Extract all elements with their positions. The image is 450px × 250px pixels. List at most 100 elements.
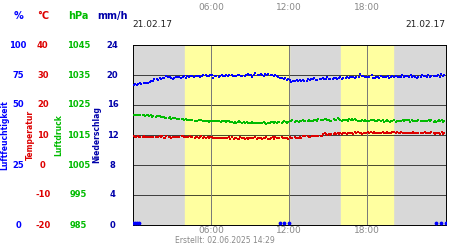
Point	[239, 136, 246, 140]
Point	[423, 119, 430, 123]
Point	[397, 119, 405, 123]
Point	[353, 75, 360, 79]
Point	[184, 118, 192, 122]
Point	[191, 119, 198, 123]
Point	[208, 135, 216, 139]
Point	[218, 119, 225, 123]
Point	[141, 81, 149, 85]
Point	[392, 131, 399, 135]
Point	[326, 132, 333, 136]
Bar	[342, 45, 393, 225]
Text: 0: 0	[40, 160, 45, 170]
Point	[195, 74, 203, 78]
Point	[329, 76, 336, 80]
Point	[276, 136, 283, 140]
Point	[369, 131, 376, 135]
Point	[206, 73, 213, 77]
Point	[365, 130, 372, 134]
Point	[293, 119, 300, 123]
Point	[308, 134, 315, 138]
Point	[439, 130, 446, 134]
Point	[306, 78, 313, 82]
Point	[274, 74, 281, 78]
Point	[274, 75, 282, 79]
Point	[292, 136, 299, 140]
Point	[171, 116, 179, 120]
Point	[130, 112, 137, 116]
Point	[414, 131, 421, 135]
Point	[387, 130, 395, 134]
Text: 06:00: 06:00	[198, 4, 224, 13]
Point	[267, 120, 274, 124]
Point	[237, 120, 244, 124]
Point	[180, 74, 187, 78]
Point	[376, 76, 383, 80]
Point	[415, 118, 422, 122]
Point	[363, 74, 370, 78]
Point	[300, 118, 307, 122]
Point	[248, 121, 255, 125]
Point	[323, 117, 330, 121]
Point	[245, 73, 252, 77]
Text: 1015: 1015	[67, 130, 90, 140]
Text: Luftdruck: Luftdruck	[54, 114, 63, 156]
Point	[198, 118, 205, 122]
Point	[293, 78, 300, 82]
Point	[215, 136, 222, 140]
Text: 1025: 1025	[67, 100, 90, 110]
Point	[371, 76, 378, 80]
Point	[169, 76, 176, 80]
Point	[384, 130, 392, 134]
Text: 1035: 1035	[67, 70, 90, 80]
Point	[358, 132, 365, 136]
Point	[216, 74, 223, 78]
Point	[319, 132, 326, 136]
Point	[218, 136, 225, 140]
Point	[323, 77, 330, 81]
Point	[357, 119, 364, 123]
Point	[407, 73, 414, 77]
Point	[202, 119, 209, 123]
Point	[391, 130, 398, 134]
Point	[404, 118, 411, 122]
Point	[408, 118, 415, 122]
Point	[176, 117, 183, 121]
Point	[271, 73, 279, 77]
Point	[138, 82, 145, 86]
Point	[269, 120, 276, 124]
Point	[355, 75, 362, 79]
Point	[374, 131, 382, 135]
Point	[192, 74, 199, 78]
Point	[148, 114, 155, 117]
Point	[301, 119, 308, 123]
Point	[294, 79, 302, 83]
Point	[219, 119, 226, 123]
Point	[387, 132, 394, 136]
Point	[310, 134, 318, 138]
Point	[148, 114, 156, 118]
Point	[382, 75, 389, 79]
Point	[363, 119, 370, 123]
Point	[439, 118, 446, 122]
Point	[379, 75, 386, 79]
Point	[408, 131, 415, 135]
Point	[268, 73, 275, 77]
Point	[415, 130, 422, 134]
Point	[331, 132, 338, 136]
Point	[166, 135, 173, 139]
Text: 12: 12	[107, 130, 118, 140]
Point	[297, 78, 304, 82]
Point	[310, 134, 317, 138]
Point	[301, 134, 308, 138]
Point	[361, 131, 369, 135]
Text: 1005: 1005	[67, 160, 90, 170]
Point	[231, 74, 239, 78]
Text: -20: -20	[35, 220, 50, 230]
Point	[204, 119, 212, 123]
Point	[379, 118, 386, 122]
Point	[148, 135, 156, 139]
Point	[348, 131, 356, 135]
Text: 8: 8	[110, 160, 115, 170]
Point	[192, 119, 199, 123]
Point	[174, 117, 181, 121]
